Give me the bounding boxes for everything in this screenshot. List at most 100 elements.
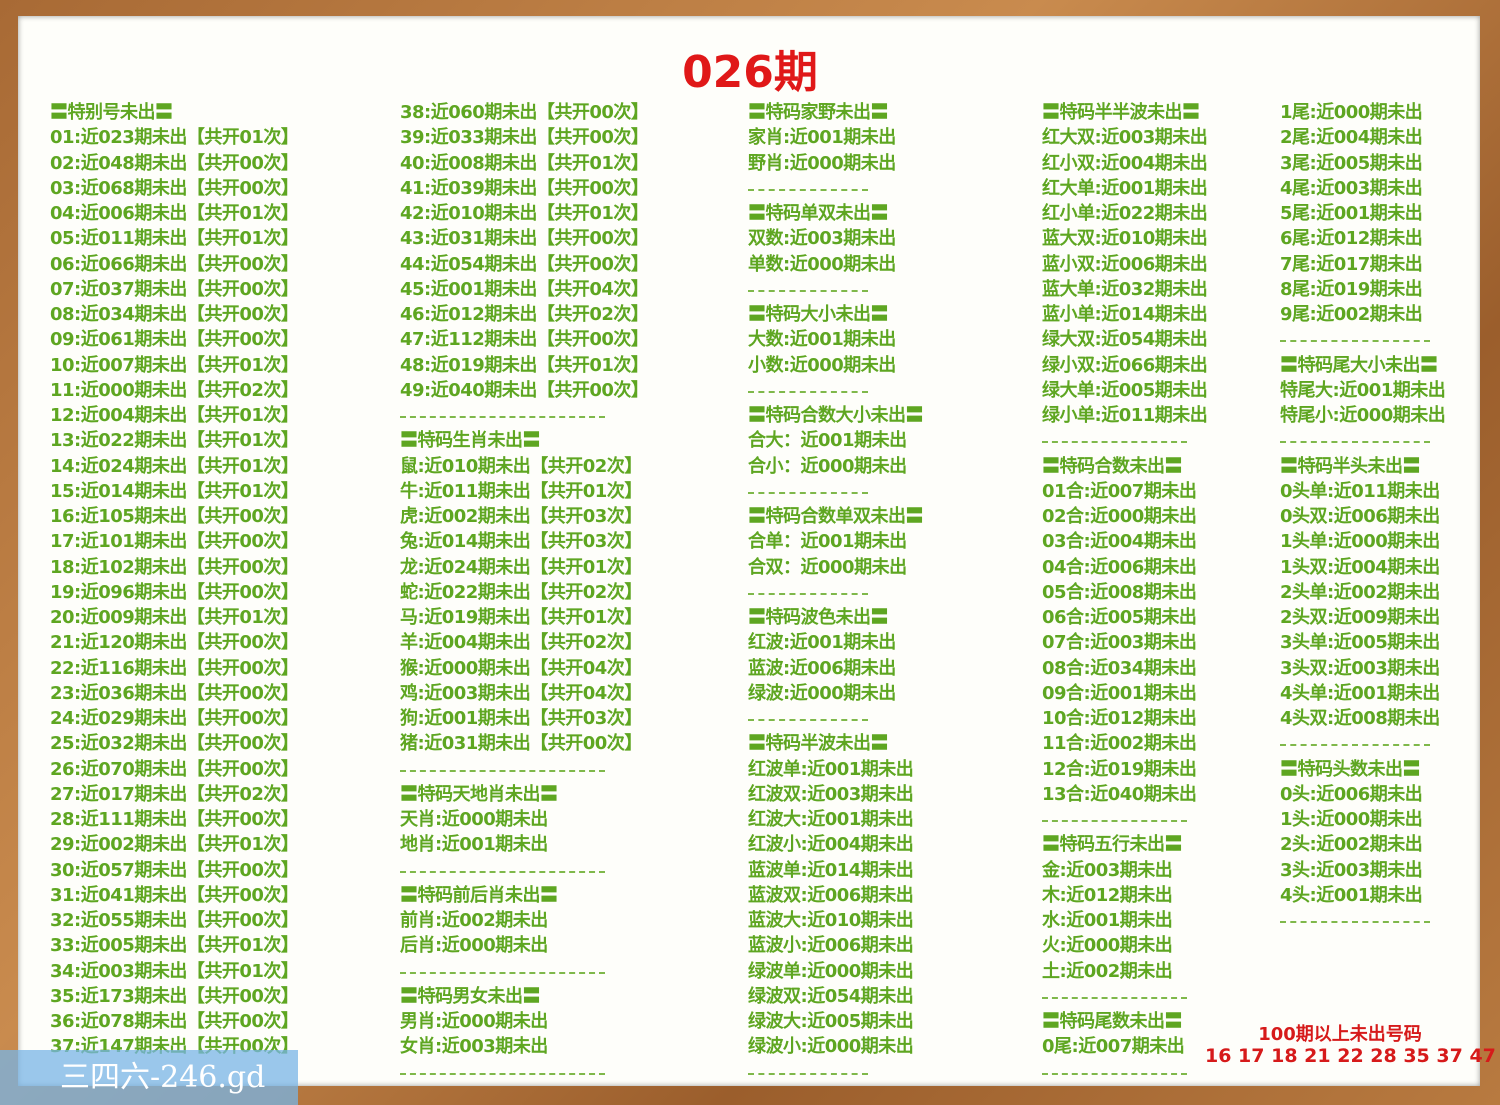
stat-line: 38:近060期未出【共开00次】 — [400, 102, 649, 123]
stat-line: 3头双:近003期未出 — [1280, 657, 1440, 679]
stat-line: 45:近001期未出【共开04次】 — [400, 278, 649, 300]
stat-line: 2尾:近004期未出 — [1280, 127, 1423, 149]
stat-line: 红大双:近003期未出 — [1042, 127, 1208, 149]
separator — [748, 289, 868, 292]
stat-line: 16:近105期未出【共开00次】 — [50, 506, 299, 527]
stat-line: 牛:近011期未出【共开01次】 — [400, 480, 642, 502]
stat-line: 03合:近004期未出 — [1042, 531, 1197, 553]
stat-line: 红小双:近004期未出 — [1042, 152, 1208, 174]
stat-line: 13合:近040期未出 — [1042, 783, 1197, 805]
stat-line: 小数:近000期未出 — [748, 354, 896, 376]
watermark: 三四六-246.gd — [0, 1050, 298, 1105]
stat-line: 22:近116期未出【共开00次】 — [50, 657, 299, 679]
stat-line: 猪:近031期未出【共开00次】 — [400, 733, 642, 755]
separator — [748, 491, 868, 494]
stat-line: 46:近012期未出【共开02次】 — [400, 304, 649, 325]
stat-line: 13:近022期未出【共开01次】 — [50, 430, 299, 452]
stat-line: 08合:近034期未出 — [1042, 657, 1197, 679]
separator — [400, 870, 605, 873]
stat-line: 08:近034期未出【共开00次】 — [50, 304, 299, 325]
stat-line: 单数:近000期未出 — [748, 253, 896, 275]
stat-line: 11合:近002期未出 — [1042, 733, 1197, 755]
stat-line: 鼠:近010期未出【共开02次】 — [400, 455, 642, 477]
stat-line: 红波双:近003期未出 — [748, 783, 914, 805]
section-heading: 〓特码前后肖未出〓 — [400, 884, 558, 906]
stat-line: 6尾:近012期未出 — [1280, 228, 1423, 250]
stat-line: 06:近066期未出【共开00次】 — [50, 253, 299, 275]
stat-line: 绿波单:近000期未出 — [748, 960, 914, 982]
section-heading: 〓特码生肖未出〓 — [400, 430, 541, 452]
stat-line: 大数:近001期未出 — [748, 329, 896, 351]
stat-line: 42:近010期未出【共开01次】 — [400, 203, 649, 224]
stat-line: 27:近017期未出【共开02次】 — [50, 783, 299, 805]
stat-line: 龙:近024期未出【共开01次】 — [400, 556, 642, 578]
stat-line: 03:近068期未出【共开00次】 — [50, 177, 299, 199]
stat-line: 土:近002期未出 — [1042, 960, 1173, 982]
stat-line: 1头:近000期未出 — [1280, 809, 1423, 830]
stat-line: 红波:近001期未出 — [748, 632, 896, 654]
separator — [1280, 441, 1430, 444]
stat-line: 19:近096期未出【共开00次】 — [50, 581, 299, 603]
stat-line: 红波单:近001期未出 — [748, 758, 914, 780]
stat-line: 5尾:近001期未出 — [1280, 203, 1423, 224]
stat-line: 绿小双:近066期未出 — [1042, 354, 1208, 376]
stat-line: 前肖:近002期未出 — [400, 910, 548, 931]
stat-line: 马:近019期未出【共开01次】 — [400, 607, 642, 628]
stat-line: 特尾大:近001期未出 — [1280, 379, 1446, 401]
stat-line: 09合:近001期未出 — [1042, 682, 1197, 704]
separator — [1280, 921, 1430, 923]
stat-line: 蓝波小:近006期未出 — [748, 935, 914, 957]
separator — [748, 188, 868, 191]
stat-line: 红波大:近001期未出 — [748, 809, 914, 830]
separator — [400, 971, 605, 974]
stat-line: 4头:近001期未出 — [1280, 884, 1423, 906]
paper — [18, 16, 1480, 1086]
separator — [1042, 1072, 1187, 1075]
stat-line: 绿大双:近054期未出 — [1042, 329, 1208, 351]
stat-line: 17:近101期未出【共开00次】 — [50, 531, 299, 553]
footer-numbers: 16 17 18 21 22 28 35 37 47 — [1205, 1045, 1496, 1067]
stat-line: 48:近019期未出【共开01次】 — [400, 354, 649, 376]
stat-line: 木:近012期未出 — [1042, 884, 1173, 906]
stat-line: 水:近001期未出 — [1042, 910, 1173, 931]
stat-line: 29:近002期未出【共开01次】 — [50, 834, 299, 856]
section-heading: 〓特码波色未出〓 — [748, 607, 889, 628]
stat-line: 绿大单:近005期未出 — [1042, 379, 1208, 401]
stat-line: 男肖:近000期未出 — [400, 1011, 548, 1032]
stat-line: 蓝大双:近010期未出 — [1042, 228, 1208, 250]
stat-line: 44:近054期未出【共开00次】 — [400, 253, 649, 275]
stat-line: 家肖:近001期未出 — [748, 127, 896, 149]
section-heading: 〓特码五行未出〓 — [1042, 834, 1183, 856]
separator — [748, 390, 868, 393]
section-heading: 〓特码半波未出〓 — [748, 733, 889, 755]
stat-line: 33:近005期未出【共开01次】 — [50, 935, 299, 957]
stat-line: 3头单:近005期未出 — [1280, 632, 1440, 654]
section-heading: 〓特码合数未出〓 — [1042, 455, 1183, 477]
stat-line: 特尾小:近000期未出 — [1280, 405, 1446, 426]
section-heading: 〓特码家野未出〓 — [748, 102, 889, 123]
stat-line: 红大单:近001期未出 — [1042, 177, 1208, 199]
stat-line: 06合:近005期未出 — [1042, 607, 1197, 628]
stat-line: 34:近003期未出【共开01次】 — [50, 960, 299, 982]
stat-line: 3尾:近005期未出 — [1280, 152, 1423, 174]
stat-line: 蓝波:近006期未出 — [748, 657, 896, 679]
section-heading: 〓特码半半波未出〓 — [1042, 102, 1200, 123]
stat-line: 蓝波双:近006期未出 — [748, 884, 914, 906]
stat-line: 红波小:近004期未出 — [748, 834, 914, 856]
stat-line: 14:近024期未出【共开01次】 — [50, 455, 299, 477]
section-heading: 〓特码大小未出〓 — [748, 304, 889, 325]
stat-line: 虎:近002期未出【共开03次】 — [400, 506, 642, 527]
stat-line: 36:近078期未出【共开00次】 — [50, 1011, 299, 1032]
stat-line: 4尾:近003期未出 — [1280, 177, 1423, 199]
stat-line: 合单：近001期未出 — [748, 531, 907, 553]
stat-line: 蓝大单:近032期未出 — [1042, 278, 1208, 300]
stat-line: 7尾:近017期未出 — [1280, 253, 1423, 275]
stat-line: 07合:近003期未出 — [1042, 632, 1197, 654]
separator — [748, 1072, 868, 1075]
stat-line: 41:近039期未出【共开00次】 — [400, 177, 649, 199]
stat-line: 12:近004期未出【共开01次】 — [50, 405, 299, 426]
stat-line: 女肖:近003期未出 — [400, 1036, 548, 1058]
stat-line: 47:近112期未出【共开00次】 — [400, 329, 649, 351]
stat-line: 火:近000期未出 — [1042, 935, 1173, 957]
stat-line: 43:近031期未出【共开00次】 — [400, 228, 649, 250]
